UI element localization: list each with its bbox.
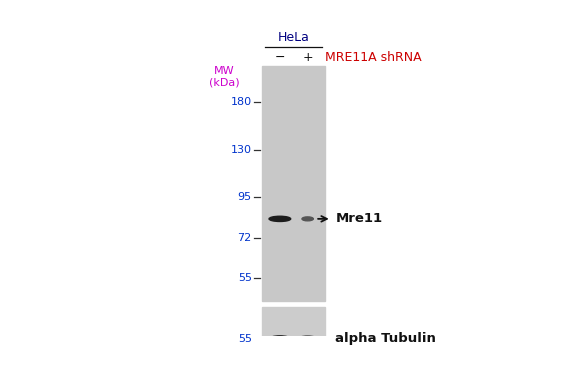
Text: 55: 55: [238, 334, 252, 344]
Text: 72: 72: [237, 233, 252, 243]
Bar: [262, 307, 325, 342]
Text: 95: 95: [237, 192, 252, 202]
Bar: [262, 66, 325, 302]
Text: MW
(kDa): MW (kDa): [208, 66, 239, 87]
Text: +: +: [302, 51, 313, 64]
Text: 130: 130: [231, 146, 252, 155]
Ellipse shape: [302, 217, 313, 221]
Text: 55: 55: [238, 273, 252, 283]
Ellipse shape: [298, 336, 318, 341]
Text: MRE11A shRNA: MRE11A shRNA: [325, 51, 421, 64]
Text: Mre11: Mre11: [335, 212, 382, 225]
Text: HeLa: HeLa: [278, 31, 310, 44]
Ellipse shape: [269, 336, 290, 342]
Text: −: −: [275, 51, 285, 64]
Text: alpha Tubulin: alpha Tubulin: [335, 332, 436, 345]
Ellipse shape: [269, 216, 290, 222]
Text: 180: 180: [230, 97, 252, 107]
